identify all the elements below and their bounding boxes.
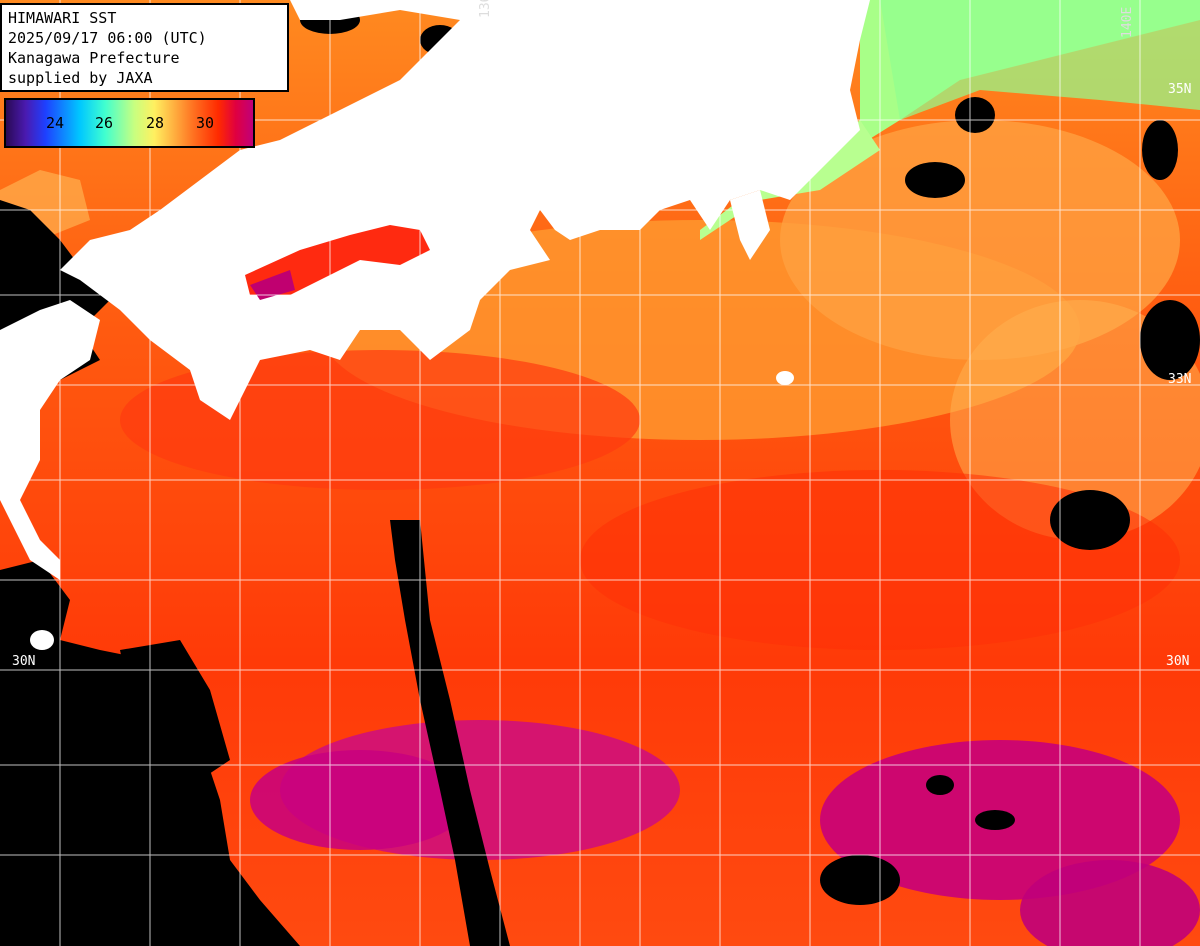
lat-label-35-left: 35N <box>10 373 34 388</box>
lat-label-30-left: 30N <box>12 654 36 669</box>
lat-label-30-right: 30N <box>1166 654 1190 669</box>
lon-label-136: 136E <box>478 0 493 18</box>
legend-tick-24: 24 <box>46 114 65 132</box>
inland-sea-hot <box>250 270 295 300</box>
temperature-color-scale: 24 26 28 30 <box>4 98 255 148</box>
observation-datetime: 2025/09/17 06:00 (UTC) <box>8 29 207 47</box>
lon-label-140: 140E <box>1120 6 1135 38</box>
info-panel: HIMAWARI SST 2025/09/17 06:00 (UTC) Kana… <box>0 3 289 92</box>
lat-label-33-right: 33N <box>1168 372 1192 387</box>
lat-label-35-right: 35N <box>1168 82 1192 97</box>
product-title: HIMAWARI SST <box>8 9 117 27</box>
legend-tick-26: 26 <box>95 114 114 132</box>
region-name: Kanagawa Prefecture <box>8 49 180 67</box>
data-credit: supplied by JAXA <box>8 69 153 87</box>
legend-tick-30: 30 <box>196 114 215 132</box>
legend-tick-28: 28 <box>146 114 165 132</box>
